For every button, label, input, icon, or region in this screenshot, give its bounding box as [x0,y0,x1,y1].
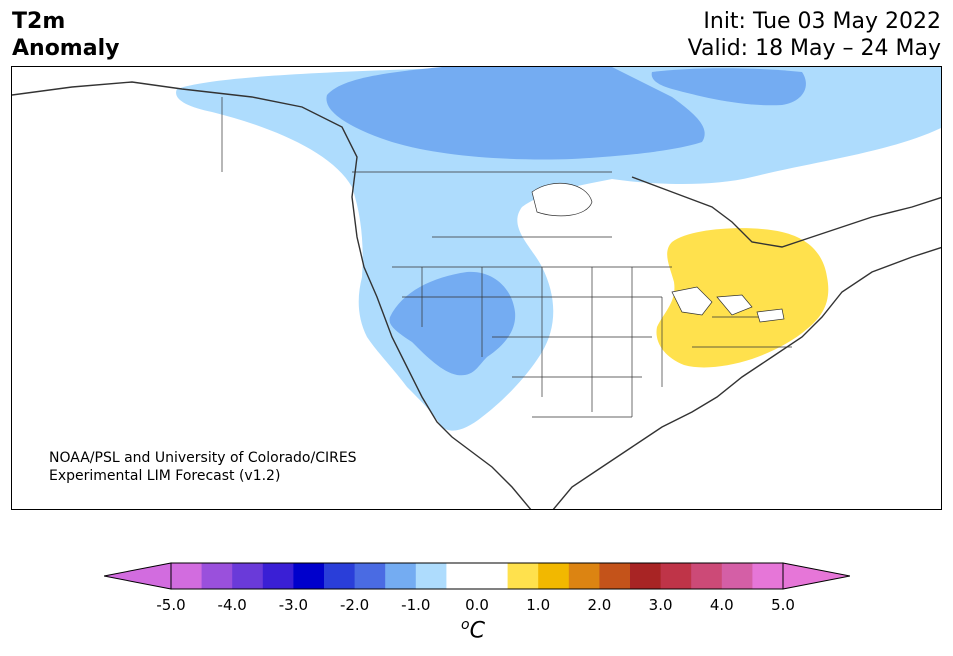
hudson-bay [531,183,593,217]
colorbar-segment [293,563,325,589]
colorbar-extend-high [782,562,850,590]
title-variable: T2m [12,9,66,34]
anomaly-region-light-blue [176,67,941,431]
colorbar-extend-low [104,562,172,590]
colorbar-segment [415,563,447,589]
colorbar-tick-label: 0.0 [465,596,489,614]
colorbar-tick-label: -5.0 [156,596,186,614]
colorbar-segment [721,563,753,589]
map-title: T2m Anomaly [12,8,119,62]
title-kind: Anomaly [12,36,120,61]
colorbar-segment [538,563,570,589]
forecast-dates: Init: Tue 03 May 2022 Valid: 18 May – 24… [688,8,941,62]
colorbar-unit: oC [461,617,485,643]
colorbar-segment [752,563,784,589]
colorbar-segment [599,563,631,589]
init-date: Init: Tue 03 May 2022 [703,9,941,34]
colorbar-tick-label: -2.0 [339,596,370,614]
anomaly-region-mid-blue-west [389,271,516,376]
colorbar-segment [477,563,509,589]
colorbar-segment [660,563,692,589]
unit-degree: o [461,617,470,633]
colorbar-segment [691,563,723,589]
colorbar-tick-label: -3.0 [278,596,309,614]
coastline-north-america [12,81,941,509]
colorbar-tick-label: 1.0 [526,596,551,614]
anomaly-map [11,66,942,510]
colorbar-segment [171,563,203,589]
credit-line-1: NOAA/PSL and University of Colorado/CIRE… [49,450,357,466]
colorbar-segment [446,563,478,589]
unit-celsius: C [469,618,485,644]
colorbar-segment [201,563,233,589]
colorbar-segment [262,563,294,589]
colorbar-segment [324,563,356,589]
valid-dates: Valid: 18 May – 24 May [687,36,941,61]
colorbar-frame [170,562,784,590]
great-lakes-outline [671,286,785,323]
colorbar-tick-label: -4.0 [217,596,247,614]
credit-text: NOAA/PSL and University of Colorado/CIRE… [49,449,357,485]
colorbar-tick-label: 3.0 [648,596,673,614]
colorbar-tick-label: 4.0 [709,596,734,614]
colorbar-segment [507,563,539,589]
credit-line-2: Experimental LIM Forecast (v1.2) [49,468,281,484]
colorbar-tick-label: -1.0 [401,596,431,614]
colorbar-segment [232,563,264,589]
colorbar-tick-label: 2.0 [587,596,612,614]
state-borders [221,97,792,418]
anomaly-region-mid-blue-north [326,67,705,160]
colorbar [104,562,850,590]
colorbar-segment [568,563,600,589]
colorbar-segment [630,563,662,589]
colorbar-segment [354,563,386,589]
colorbar-ticks: -5.0 -4.0 -3.0 -2.0 -1.0 0.0 1.0 2.0 3.0 4.0 5.0 [0,596,953,616]
colorbar-segment [385,563,417,589]
anomaly-region-mid-blue-east [651,68,806,106]
map-canvas [12,67,941,509]
colorbar-tick-label: 5.0 [771,596,795,614]
